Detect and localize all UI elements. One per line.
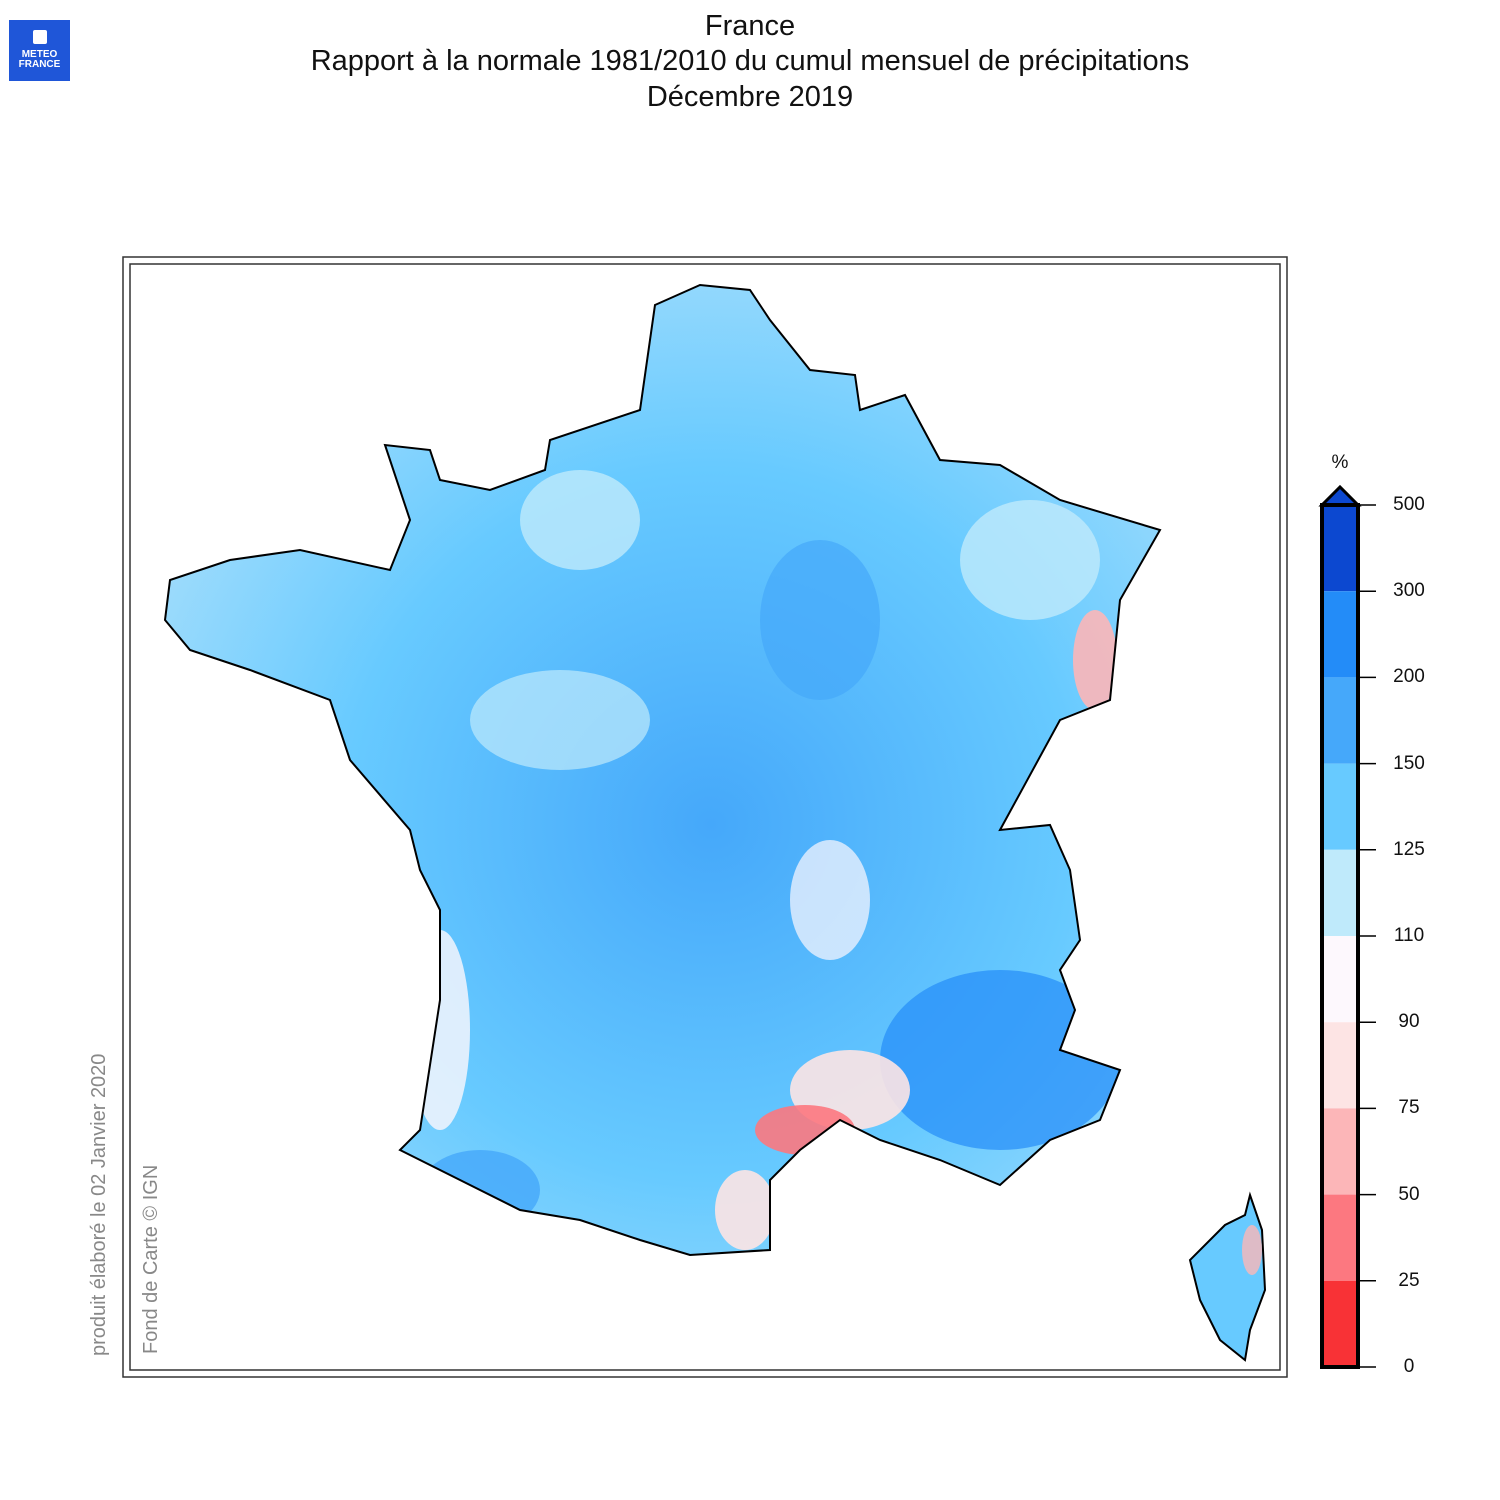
- map-frame-inner: [129, 263, 1281, 1371]
- legend-tick-label: 50: [1398, 1183, 1420, 1205]
- legend-tick-label: 110: [1393, 925, 1425, 946]
- zone-southeast-wet: [880, 970, 1120, 1150]
- map-title: Rapport à la normale 1981/2010 du cumul …: [310, 45, 1190, 77]
- legend-tick-label: 75: [1398, 1097, 1420, 1119]
- production-date: produit élaboré le 02 Janvier 2020: [88, 1053, 110, 1356]
- legend-tick-label: 125: [1393, 838, 1425, 860]
- logo-mark-icon: [32, 30, 47, 44]
- legend-swatch: [1322, 505, 1358, 592]
- legend-swatch: [1322, 849, 1358, 936]
- legend-tick-label: 0: [1403, 1356, 1415, 1377]
- legend-swatch: [1322, 1280, 1358, 1367]
- zone-alsace-dry: [1073, 610, 1117, 710]
- corsica: [1188, 1191, 1267, 1362]
- legend-tick-label: 150: [1393, 752, 1425, 774]
- meteo-france-logo: METEO FRANCE: [9, 20, 70, 81]
- legend-unit: %: [1331, 452, 1349, 473]
- legend-swatch: [1322, 591, 1358, 678]
- basemap-credit: Fond de Carte © IGN: [140, 1164, 162, 1354]
- legend-swatch: [1322, 763, 1358, 850]
- legend-swatch: [1322, 1108, 1358, 1195]
- legend-swatch: [1322, 1194, 1358, 1281]
- color-legend: [1318, 484, 1376, 1369]
- legend-swatch: [1322, 936, 1358, 1023]
- legend-tick-label: 200: [1393, 666, 1425, 688]
- legend-overflow-arrow-icon: [1318, 484, 1362, 507]
- legend-swatch: [1322, 677, 1358, 764]
- legend-swatch: [1322, 1022, 1358, 1109]
- france-mainland: [165, 285, 1160, 1255]
- map-period: Décembre 2019: [646, 81, 854, 113]
- legend-tick-label: 300: [1393, 580, 1425, 602]
- legend-tick-label: 500: [1393, 494, 1425, 515]
- map-region-title: France: [704, 10, 796, 42]
- legend-tick-label: 90: [1398, 1011, 1420, 1033]
- legend-tick-label: 25: [1398, 1269, 1420, 1291]
- map-frame-outer: [122, 256, 1288, 1378]
